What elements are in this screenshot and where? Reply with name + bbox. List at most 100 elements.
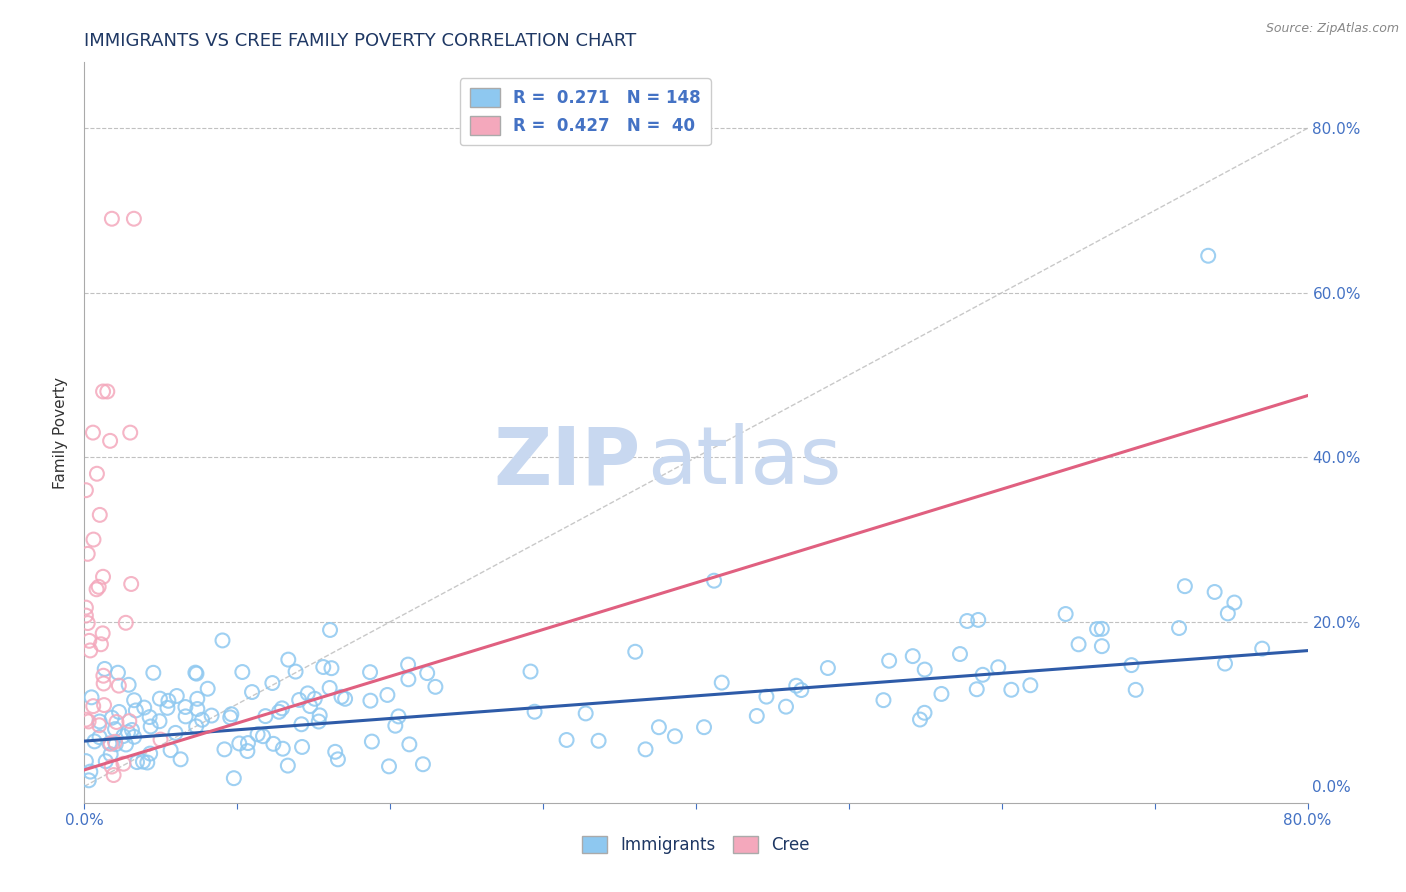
Point xyxy=(169,752,191,766)
Point xyxy=(987,660,1010,674)
Point xyxy=(359,694,381,708)
Text: atlas: atlas xyxy=(647,423,841,501)
Point xyxy=(191,713,214,727)
Point xyxy=(108,679,131,693)
Point xyxy=(139,747,162,761)
Point xyxy=(82,699,104,714)
Point xyxy=(98,736,121,750)
Point xyxy=(931,687,953,701)
Point xyxy=(101,211,124,226)
Point xyxy=(165,726,187,740)
Point xyxy=(333,691,356,706)
Point xyxy=(93,669,115,683)
Point xyxy=(148,714,170,729)
Point xyxy=(240,685,263,699)
Point xyxy=(125,755,148,769)
Point xyxy=(166,689,188,703)
Point xyxy=(76,615,98,630)
Point xyxy=(86,467,108,481)
Point xyxy=(291,739,314,754)
Point xyxy=(519,665,541,679)
Point xyxy=(246,727,269,741)
Point xyxy=(914,706,936,720)
Point xyxy=(966,682,988,697)
Point xyxy=(588,733,610,747)
Point xyxy=(136,756,159,770)
Point xyxy=(87,580,110,594)
Point xyxy=(575,706,598,721)
Point xyxy=(105,714,128,729)
Point xyxy=(555,733,578,747)
Point xyxy=(1019,678,1042,692)
Point xyxy=(271,741,294,756)
Point xyxy=(901,649,924,664)
Point xyxy=(288,693,311,707)
Point xyxy=(222,771,245,785)
Point xyxy=(103,768,125,782)
Point xyxy=(326,752,349,766)
Point xyxy=(98,434,121,448)
Point xyxy=(104,735,127,749)
Point xyxy=(425,680,447,694)
Point xyxy=(89,718,111,732)
Point xyxy=(76,547,98,561)
Point xyxy=(267,705,290,719)
Point xyxy=(93,662,115,676)
Point xyxy=(79,643,101,657)
Point xyxy=(75,754,97,768)
Point xyxy=(75,608,97,623)
Point xyxy=(262,676,284,690)
Point xyxy=(785,679,807,693)
Point xyxy=(104,737,127,751)
Legend: Immigrants, Cree: Immigrants, Cree xyxy=(576,830,815,861)
Point xyxy=(872,693,894,707)
Point xyxy=(96,384,118,399)
Point xyxy=(914,663,936,677)
Point xyxy=(149,691,172,706)
Point xyxy=(321,661,343,675)
Point xyxy=(132,755,155,769)
Point xyxy=(186,691,208,706)
Point xyxy=(228,737,250,751)
Point xyxy=(82,425,104,440)
Point xyxy=(100,759,122,773)
Point xyxy=(157,694,180,708)
Point xyxy=(200,708,222,723)
Point xyxy=(703,574,725,588)
Point xyxy=(86,582,108,597)
Point xyxy=(101,711,124,725)
Point xyxy=(790,683,813,698)
Point xyxy=(1000,682,1022,697)
Point xyxy=(149,732,172,747)
Text: Source: ZipAtlas.com: Source: ZipAtlas.com xyxy=(1265,22,1399,36)
Point xyxy=(384,719,406,733)
Point xyxy=(114,615,136,630)
Point xyxy=(89,714,111,729)
Point xyxy=(221,707,243,722)
Point xyxy=(134,700,156,714)
Point xyxy=(79,764,101,779)
Point xyxy=(416,666,439,681)
Point xyxy=(219,710,242,724)
Point xyxy=(75,713,97,727)
Point xyxy=(94,754,117,768)
Point xyxy=(122,211,145,226)
Point xyxy=(156,701,179,715)
Point xyxy=(125,703,148,717)
Point xyxy=(1121,658,1143,673)
Point xyxy=(908,713,931,727)
Point xyxy=(299,699,322,714)
Point xyxy=(236,744,259,758)
Point xyxy=(91,384,114,399)
Point xyxy=(89,730,111,744)
Point xyxy=(89,508,111,522)
Point xyxy=(117,725,139,739)
Point xyxy=(117,678,139,692)
Point xyxy=(967,613,990,627)
Point xyxy=(75,483,97,498)
Point xyxy=(412,757,434,772)
Text: ZIP: ZIP xyxy=(494,423,641,501)
Point xyxy=(398,737,420,751)
Point xyxy=(308,714,330,729)
Point xyxy=(1204,585,1226,599)
